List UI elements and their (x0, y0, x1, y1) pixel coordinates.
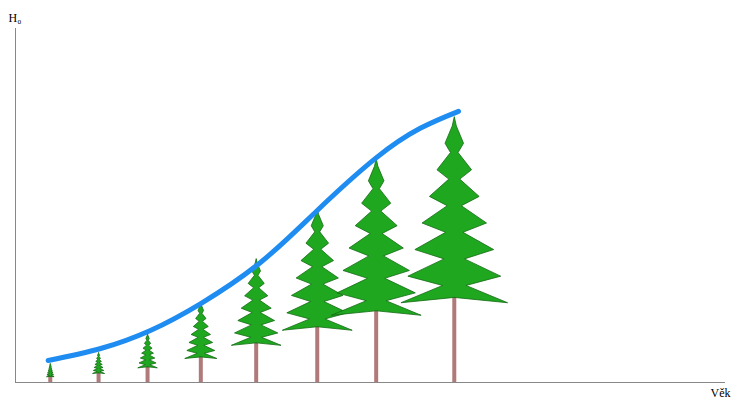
svg-text:H₀: H₀ (9, 11, 22, 25)
svg-text:Věk: Věk (711, 386, 731, 400)
